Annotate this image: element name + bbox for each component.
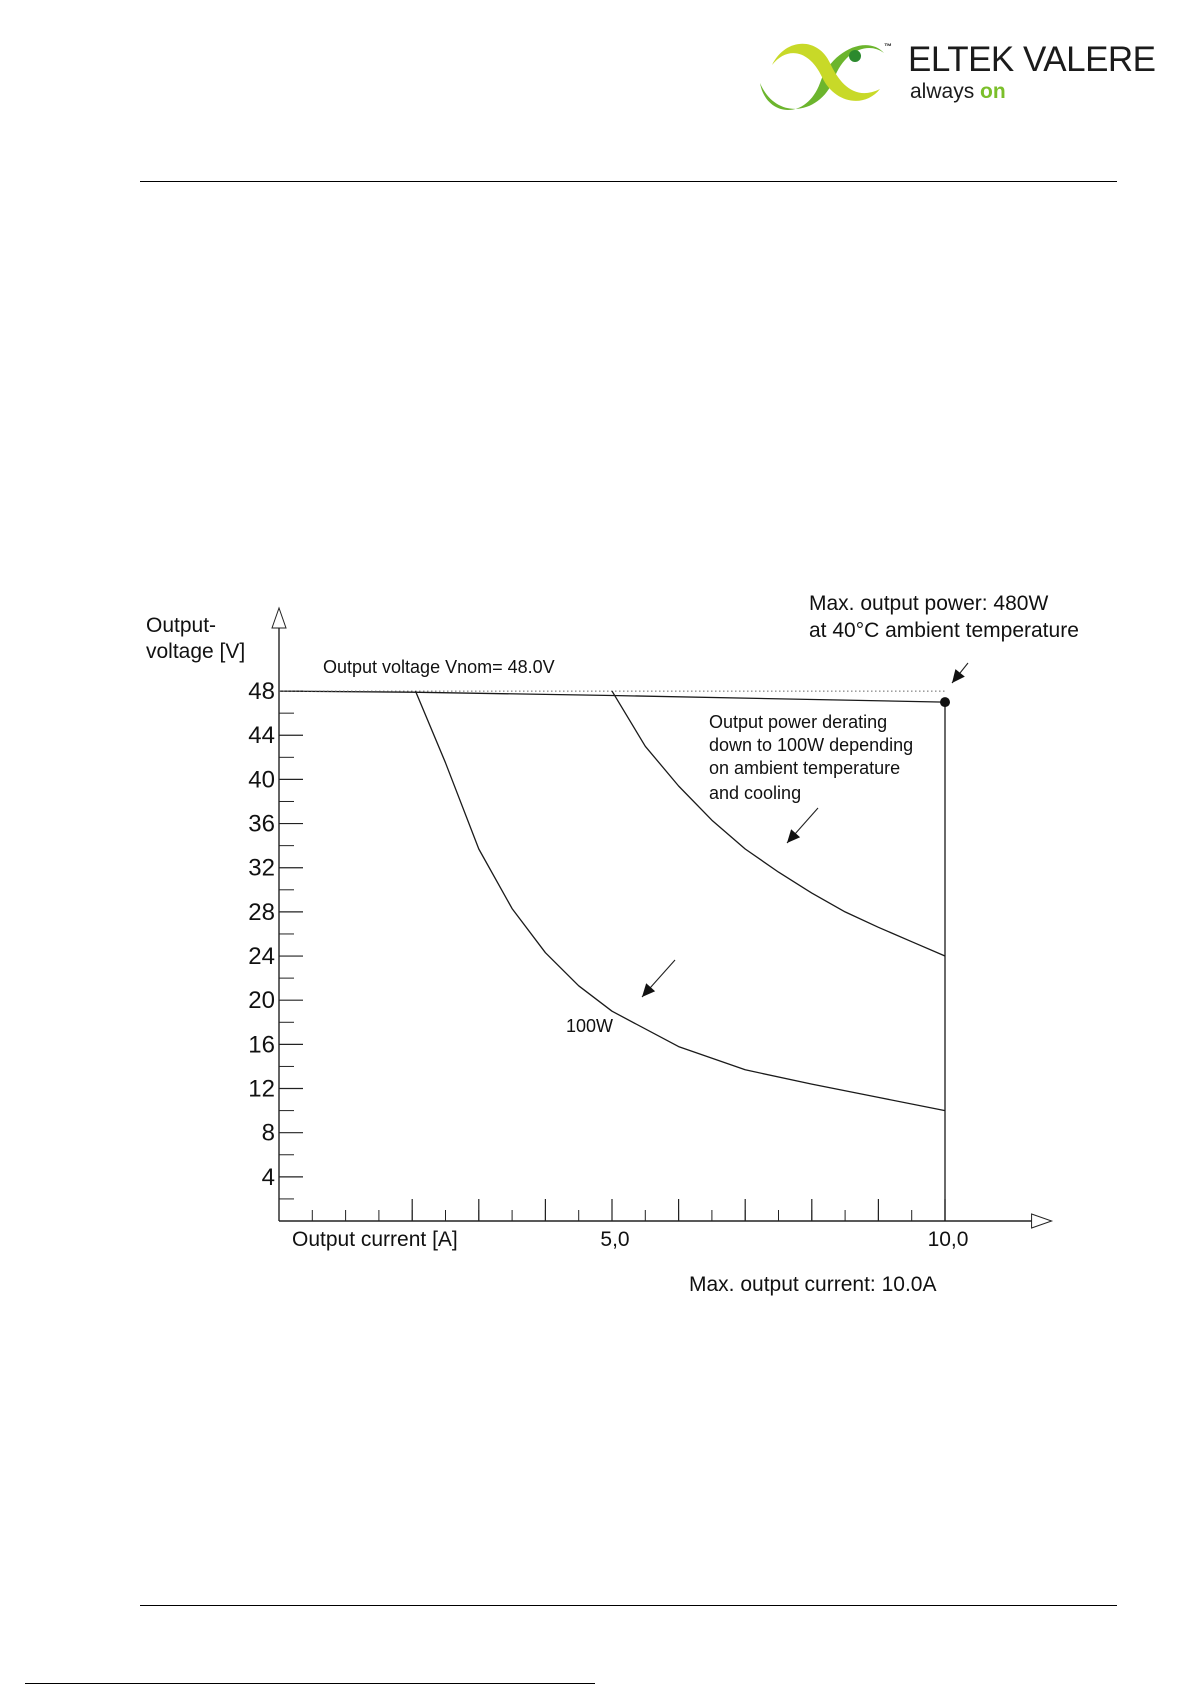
chart-arrows — [641, 662, 969, 998]
brand-name: ELTEK VALERE — [908, 40, 1156, 79]
double-swoosh-logo-icon — [760, 43, 884, 111]
series-line-3 — [611, 690, 946, 957]
chart-points — [940, 697, 950, 708]
x-axis-arrowhead — [1031, 1213, 1054, 1229]
chart-series — [278, 690, 946, 1221]
series-line-0 — [278, 690, 946, 703]
max-power-annotation-line-1: Max. output power: 480W — [809, 592, 1048, 615]
series-line-2 — [414, 690, 946, 1112]
y-axis-arrowhead — [271, 606, 287, 629]
max-power-point — [940, 697, 950, 708]
y-tick-label: 44 — [248, 722, 275, 749]
derating-annotation-line-3: on ambient temperature — [709, 758, 900, 778]
y-tick-label: 4 — [262, 1164, 275, 1191]
max-current-annotation: Max. output current: 10.0A — [689, 1273, 936, 1296]
brand-tagline: always on — [910, 80, 1006, 104]
derating-annotation-line-1: Output power derating — [709, 712, 887, 732]
y-tick-label: 48 — [248, 678, 275, 705]
max-power-annotation-line-2: at 40°C ambient temperature — [809, 619, 1079, 642]
derating-arrow-head — [787, 829, 801, 843]
max-power-arrow-head — [952, 669, 965, 683]
series-label-100w: 100W — [566, 1016, 613, 1036]
x-axis-label: Output current [A] — [292, 1228, 458, 1251]
y-tick-label: 40 — [248, 766, 275, 793]
y-tick-label: 24 — [248, 943, 275, 970]
footer-divider — [140, 1605, 1117, 1606]
tagline-prefix: always — [910, 80, 981, 103]
chart-axes — [271, 606, 1054, 1229]
y-tick-label: 32 — [248, 855, 275, 882]
y-tick-label: 16 — [248, 1031, 275, 1058]
header-divider — [140, 181, 1117, 182]
x-tick-label: 5,0 — [600, 1228, 629, 1251]
y-tick-label: 8 — [262, 1120, 275, 1147]
y-tick-label: 36 — [248, 811, 275, 838]
footnote-divider — [25, 1683, 595, 1684]
brand-logo: ™ ELTEK VALERE always on — [752, 31, 1156, 117]
trademark-mark: ™ — [884, 42, 892, 51]
y-tick-label: 20 — [248, 987, 275, 1014]
y-tick-label: 12 — [248, 1076, 275, 1103]
derating-annotation-line-2: down to 100W depending — [709, 735, 913, 755]
100w-arrow-head — [642, 983, 656, 997]
x-tick-label: 10,0 — [928, 1228, 969, 1251]
y-tick-label: 28 — [248, 899, 275, 926]
y-axis-label-line-2: voltage [V] — [146, 640, 245, 663]
derating-annotation-line-4: and cooling — [709, 783, 801, 803]
vnom-annotation: Output voltage Vnom= 48.0V — [323, 657, 555, 677]
tagline-accent: on — [980, 80, 1006, 103]
y-axis-label-line-1: Output- — [146, 614, 216, 637]
